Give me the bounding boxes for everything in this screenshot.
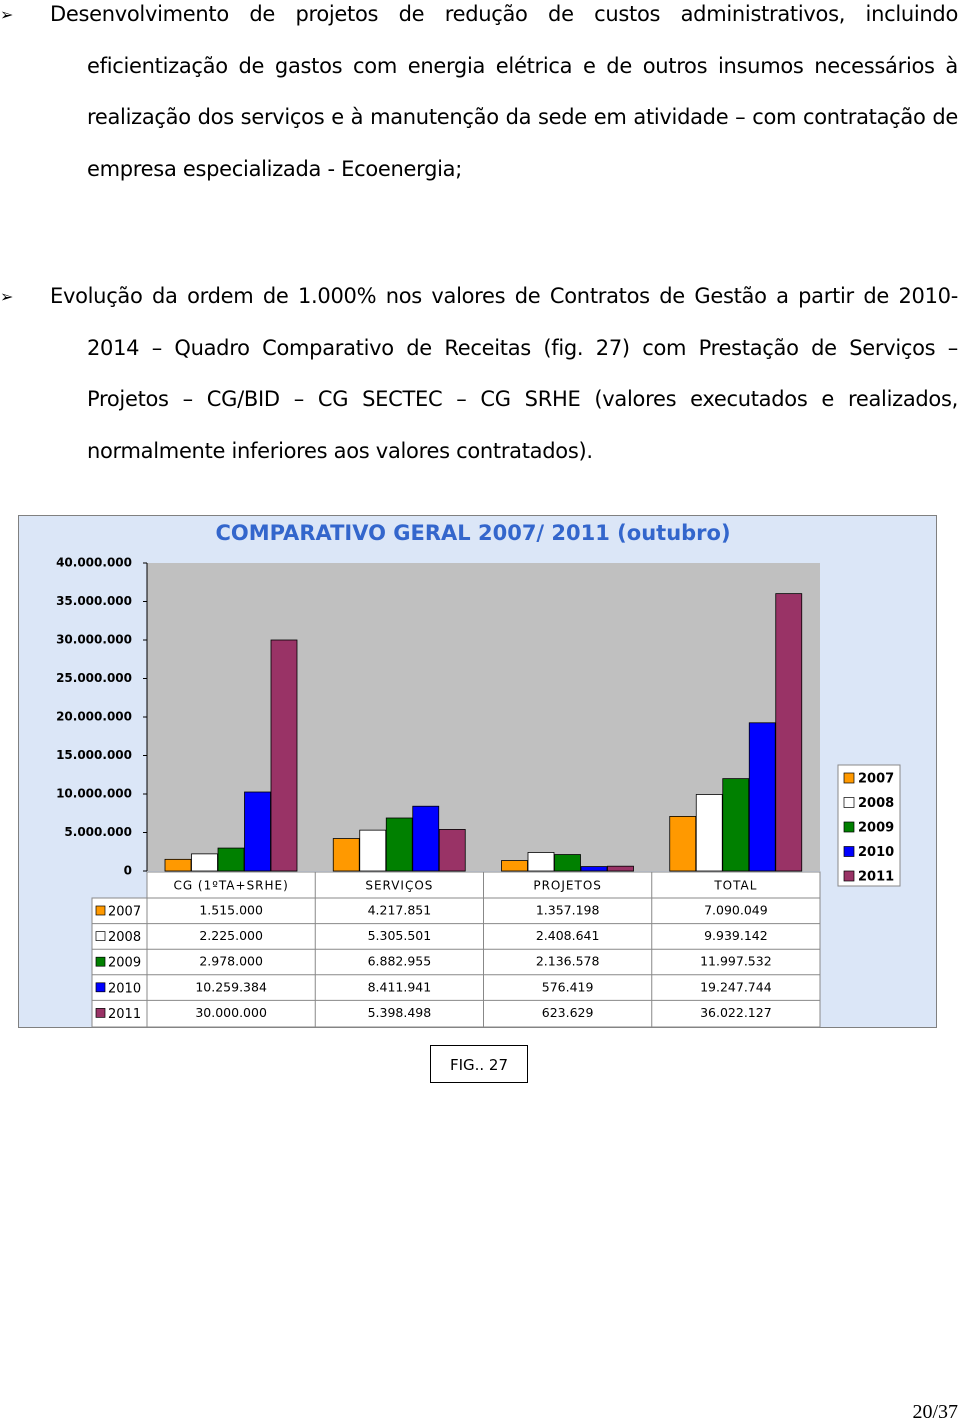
table-cell: 2.978.000 [199, 954, 263, 969]
table-cell: 1.515.000 [199, 903, 263, 918]
table-cell: 30.000.000 [195, 1005, 267, 1020]
legend-key [843, 772, 855, 784]
bar [191, 853, 218, 872]
bar [580, 866, 608, 872]
chart: COMPARATIVO GERAL 2007/ 2011 (outubro) 0… [18, 515, 937, 1028]
y-tick-label: 35.000.000 [56, 594, 132, 608]
legend-key [95, 1008, 106, 1018]
table-cell: 11.997.532 [700, 954, 772, 969]
table-cell: 2.225.000 [199, 928, 263, 943]
bullet-item: ➢ Evolução da ordem de 1.000% nos valores… [0, 284, 958, 463]
bar [270, 639, 298, 872]
x-tick-label: SERVIÇOS [365, 879, 433, 893]
table-cell: 19.247.744 [700, 979, 772, 994]
legend-label: 2010 [858, 845, 894, 860]
chart-title: COMPARATIVO GERAL 2007/ 2011 (outubro) [215, 521, 730, 545]
legend-key [95, 982, 106, 993]
row-header: 2010 [108, 981, 141, 996]
page-number: 20/37 [912, 1401, 958, 1423]
bar [217, 847, 245, 872]
y-tick-label: 40.000.000 [56, 556, 132, 570]
bar [527, 852, 555, 872]
table-cell: 5.305.501 [368, 928, 432, 943]
y-tick-label: 5.000.000 [64, 825, 132, 839]
table-cell: 10.259.384 [195, 979, 267, 994]
table-cell: 8.411.941 [368, 979, 432, 994]
bar [359, 829, 387, 872]
row-header: 2007 [108, 905, 141, 920]
bullet-list: ➢ Desenvolvimento de projetos de redução … [0, 0, 958, 463]
bar [244, 791, 271, 872]
legend-key [95, 956, 106, 967]
bar [412, 805, 440, 872]
bar [554, 854, 581, 872]
paragraph: Desenvolvimento de projetos de redução d… [50, 2, 958, 181]
legend-key [843, 846, 855, 857]
bar [164, 858, 192, 872]
legend-key [843, 821, 855, 833]
legend-key [843, 797, 855, 808]
legend-key [843, 870, 855, 882]
legend-label: 2009 [858, 821, 894, 836]
table-cell: 9.939.142 [704, 928, 768, 943]
table-cell: 4.217.851 [368, 903, 432, 918]
bar [438, 829, 466, 872]
table-cell: 7.090.049 [704, 903, 768, 918]
bullet-item: ➢ Desenvolvimento de projetos de redução … [0, 2, 958, 181]
y-tick-label: 20.000.000 [56, 710, 132, 724]
legend-label: 2007 [858, 772, 894, 787]
y-tick-label: 0 [124, 864, 132, 878]
x-tick-label: PROJETOS [533, 879, 602, 893]
bar [501, 860, 528, 872]
table-cell: 5.398.498 [368, 1005, 432, 1020]
legend-key [95, 905, 106, 916]
data-table [91, 897, 821, 1028]
x-tick-label: CG (1ºTA+SRHE) [173, 879, 288, 893]
figure-caption: FIG.. 27 [430, 1045, 528, 1083]
bar [332, 838, 360, 872]
table-cell: 576.419 [542, 979, 594, 994]
paragraph: Evolução da ordem de 1.000% nos valores … [50, 284, 958, 463]
bar [775, 593, 803, 872]
table-cell: 2.408.641 [536, 928, 600, 943]
y-tick-label: 15.000.000 [56, 748, 132, 762]
y-tick-label: 25.000.000 [56, 671, 132, 685]
legend-label: 2011 [858, 870, 894, 885]
y-tick-label: 10.000.000 [56, 787, 132, 801]
x-tick-label: TOTAL [713, 879, 757, 893]
legend-label: 2008 [858, 796, 894, 811]
bar [722, 778, 750, 872]
row-header: 2011 [108, 1007, 141, 1022]
legend-key [95, 931, 106, 941]
bar [748, 722, 776, 872]
table-cell: 2.136.578 [536, 954, 600, 969]
row-header: 2008 [108, 930, 141, 945]
bar [607, 865, 634, 872]
bar [385, 817, 413, 872]
row-header: 2009 [108, 956, 141, 971]
table-cell: 36.022.127 [700, 1005, 772, 1020]
bar [669, 816, 697, 872]
table-cell: 623.629 [542, 1005, 594, 1020]
table-cell: 1.357.198 [536, 903, 600, 918]
y-tick-label: 30.000.000 [56, 633, 132, 647]
bar [695, 794, 723, 872]
table-cell: 6.882.955 [368, 954, 432, 969]
